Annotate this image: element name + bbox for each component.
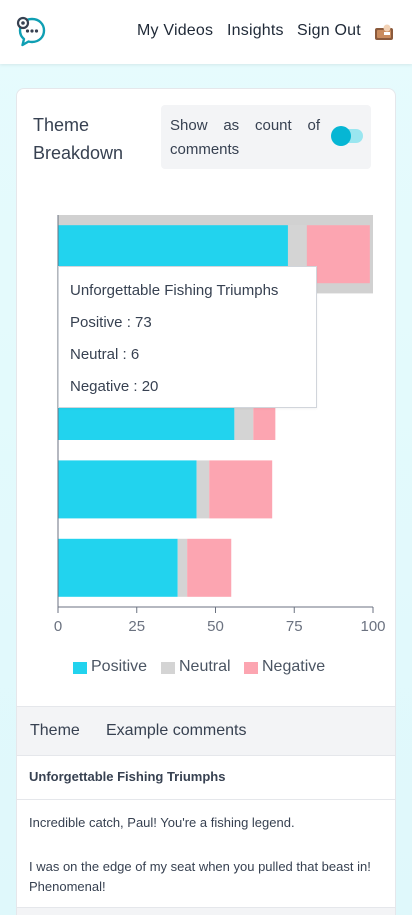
card-title: Theme Breakdown [33,115,124,163]
legend-swatch-negative [244,662,258,674]
legend-swatch-neutral [161,662,175,674]
count-toggle-panel: Show as count of comments [161,105,371,169]
chat-bubble-logo-icon[interactable] [16,16,48,48]
table-row [17,907,395,915]
x-tick-label: 50 [207,618,224,635]
bar-positive[interactable] [58,538,178,597]
x-tick-label: 25 [128,618,145,635]
examples-table-header: Theme Example comments [17,706,395,756]
user-avatar-icon[interactable] [374,23,394,41]
count-toggle-switch[interactable] [331,126,351,146]
legend-label-neutral: Neutral [179,658,231,675]
bar-neutral[interactable] [196,460,210,519]
top-navigation-bar: My Videos Insights Sign Out [0,0,412,64]
bar-negative[interactable] [209,460,273,519]
x-tick-label: 100 [360,618,385,635]
legend-swatch-positive [73,662,87,674]
tooltip-positive: Positive : 73 [70,314,152,331]
x-tick-label: 0 [54,618,62,635]
table-row-theme: Unforgettable Fishing Triumphs [17,756,395,800]
bar-neutral[interactable] [177,538,188,597]
header-example-comments: Example comments [106,722,247,739]
x-tick-label: 75 [286,618,303,635]
nav-my-videos-link[interactable]: My Videos [137,22,214,39]
tooltip-negative: Negative : 20 [70,378,159,395]
theme-name: Unforgettable Fishing Triumphs [29,769,226,784]
theme-breakdown-card: Theme Breakdown Show as count of comment… [16,88,396,915]
bar-positive[interactable] [58,460,197,519]
tooltip-neutral: Neutral : 6 [70,346,140,363]
example-comment: Incredible catch, Paul! You're a fishing… [29,815,295,830]
chart-tooltip: Unforgettable Fishing Triumphs Positive … [58,266,317,408]
bar-negative[interactable] [187,538,232,597]
example-comment: I was on the edge of my seat when you pu… [29,859,371,894]
nav-insights-link[interactable]: Insights [227,22,284,39]
header-theme: Theme [30,722,80,739]
tooltip-title: Unforgettable Fishing Triumphs [70,282,279,299]
bar-negative[interactable] [306,225,370,284]
legend-label-negative: Negative [262,658,326,675]
legend-label-positive: Positive [91,658,148,675]
toggle-label: Show as count of comments [170,117,320,158]
nav-sign-out-link[interactable]: Sign Out [297,22,361,39]
